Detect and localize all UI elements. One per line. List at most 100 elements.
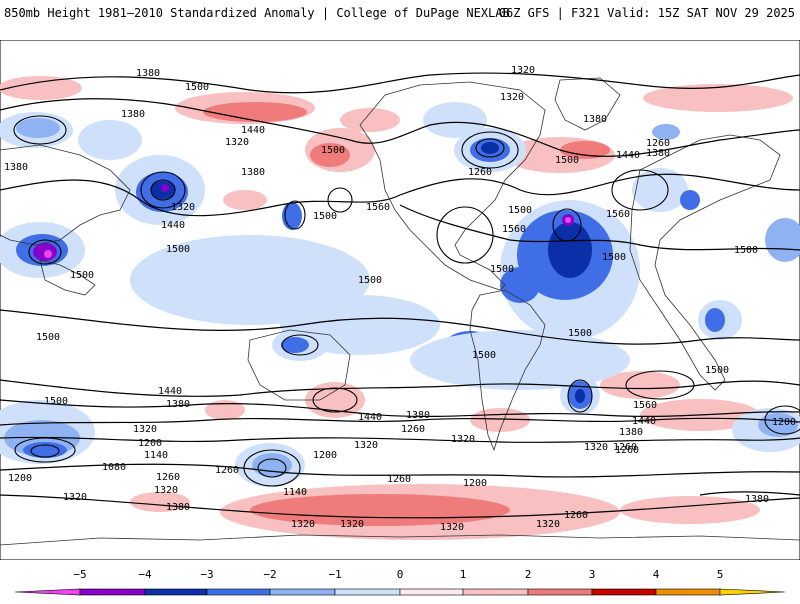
australia-coastline	[247, 329, 351, 401]
contour-label: 1500	[568, 328, 592, 339]
colorbar-bin	[462, 588, 529, 596]
contour-label: 1260	[156, 472, 180, 483]
siberian-low-contour	[13, 115, 67, 145]
contour-label: 1200	[8, 473, 32, 484]
contour-label: 1320	[154, 485, 178, 496]
contour-label: 1320	[133, 424, 157, 435]
contour-label: 1320	[440, 522, 464, 533]
contour-label: 1440	[158, 386, 182, 397]
contour-label: 1500	[36, 332, 60, 343]
height-contours	[0, 72, 800, 519]
contour-label: 1320	[584, 442, 608, 453]
contour-label: 1140	[144, 450, 168, 461]
contour-label: 1140	[283, 487, 307, 498]
closed-lows	[13, 115, 800, 487]
asia-coastline	[0, 144, 131, 246]
coastlines	[0, 77, 800, 546]
contour-label: 1440	[241, 125, 265, 136]
contour-label: 1500	[508, 205, 532, 216]
colorbar-bin	[527, 588, 593, 596]
colorbar-tick-label: 3	[589, 568, 596, 581]
contour-label: 1380	[583, 114, 607, 125]
contour-1500-equatorial	[0, 309, 800, 345]
contour-1500-southern	[0, 379, 800, 397]
atlantic-low-contour	[552, 208, 582, 242]
contour-label: 1260	[564, 510, 588, 521]
contour-label: 1440	[358, 412, 382, 423]
contour-label: 1380	[121, 109, 145, 120]
map-svg: 1380 1500 1380 1440 1320 1380 1320 1440 …	[0, 39, 800, 561]
negative-anomaly-shading	[0, 102, 800, 487]
colorbar-tick-label: 2	[525, 568, 532, 581]
contour-label: 1320	[340, 519, 364, 530]
subtropical-high-contour	[436, 206, 494, 264]
colorbar-tick-labels: −5 −4 −3 −2 −1 0 1 2 3 4 5	[73, 568, 723, 581]
colorbar-tick-label: 5	[717, 568, 724, 581]
contour-label-layer: 1380 1500 1380 1440 1320 1380 1320 1440 …	[4, 65, 796, 533]
antarctica-coastline	[0, 534, 800, 546]
contour-label: 1500	[70, 270, 94, 281]
contour-label: 1320	[171, 202, 195, 213]
contour-label: 1380	[646, 148, 670, 159]
contour-label: 1560	[633, 400, 657, 411]
colorbar-tick-label: −2	[263, 568, 276, 581]
contour-label: 1200	[138, 438, 162, 449]
contour-label: 1500	[705, 365, 729, 376]
western-pacific-low-contour	[28, 239, 62, 265]
colorbar-bin-extend-high	[719, 588, 786, 596]
south-pacific-high-contour	[312, 387, 358, 413]
contour-label: 1260	[468, 167, 492, 178]
contour-label: 1320	[225, 137, 249, 148]
contour-1380-north	[0, 72, 800, 94]
colorbar-bin	[655, 588, 721, 596]
north-america-coastline	[359, 81, 546, 291]
contour-label: 1500	[602, 252, 626, 263]
contour-label: 1500	[166, 244, 190, 255]
south-america-coastline	[469, 289, 546, 452]
colorbar-bin	[144, 588, 208, 596]
contour-label: 1500	[358, 275, 382, 286]
contour-1440-southern	[0, 399, 800, 418]
contour-label: 1320	[536, 519, 560, 530]
contour-label: 1380	[241, 167, 265, 178]
title-bar: 850mb Height 1981–2010 Standardized Anom…	[0, 0, 800, 40]
contour-label: 1200	[313, 450, 337, 461]
europe-africa-coastline	[629, 134, 781, 391]
contour-label: 1500	[472, 350, 496, 361]
contour-label: 1440	[632, 416, 656, 427]
contour-label: 1320	[354, 440, 378, 451]
contour-label: 1320	[451, 434, 475, 445]
contour-label: 1500	[185, 82, 209, 93]
aleutian-low-contour-inner	[150, 179, 176, 201]
colorbar-bin	[334, 588, 401, 596]
contour-1260-southern	[0, 463, 800, 478]
contour-label: 1560	[502, 224, 526, 235]
anomaly-map: 1380 1500 1380 1440 1320 1380 1320 1440 …	[0, 39, 800, 561]
maritime-continent-coastline	[39, 259, 96, 296]
colorbar-bin	[399, 588, 464, 596]
colorbar-bin	[591, 588, 657, 596]
contour-label: 1260	[615, 445, 639, 456]
colorbar-tick-label: 1	[460, 568, 467, 581]
contour-1380-polar	[699, 491, 800, 496]
contour-label: 1380	[136, 68, 160, 79]
hudson-low-contour-inner	[475, 138, 505, 158]
east-indian-low-contour	[764, 405, 800, 435]
contour-label: 1200	[772, 417, 796, 428]
anomaly-colorbar: −5 −4 −3 −2 −1 0 1 2 3 4 5	[0, 565, 800, 600]
colorbar-tick-label: −5	[73, 568, 86, 581]
indian-ocean-high-contour	[625, 370, 695, 400]
contour-label: 1560	[366, 202, 390, 213]
contour-label: 1380	[166, 502, 190, 513]
contour-label: 1320	[500, 92, 524, 103]
colorbar-bin	[206, 588, 271, 596]
contour-label: 1500	[313, 211, 337, 222]
contour-label: 1260	[401, 424, 425, 435]
contour-label: 1320	[291, 519, 315, 530]
south-pacific-low-contour-inner	[257, 458, 287, 478]
contour-label: 1380	[406, 410, 430, 421]
hudson-low-contour-outer	[461, 131, 519, 169]
colorbar-tick-label: 4	[653, 568, 660, 581]
contour-label: 1440	[161, 220, 185, 231]
pacific-high-contour	[327, 187, 353, 213]
